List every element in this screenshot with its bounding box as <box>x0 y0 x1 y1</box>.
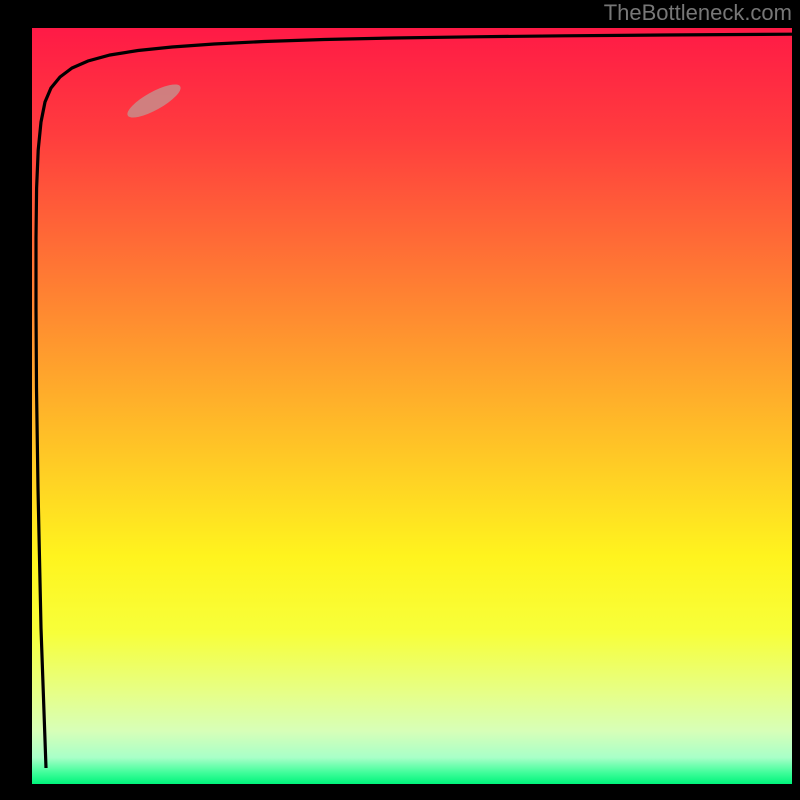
watermark-text: TheBottleneck.com <box>604 0 792 26</box>
chart-svg <box>0 0 800 800</box>
curve-line <box>36 34 792 768</box>
chart-frame: TheBottleneck.com <box>0 0 800 800</box>
highlight-marker-shape <box>123 79 184 124</box>
plot-background <box>32 28 792 784</box>
plot-area <box>32 28 792 784</box>
highlight-marker <box>123 79 184 124</box>
